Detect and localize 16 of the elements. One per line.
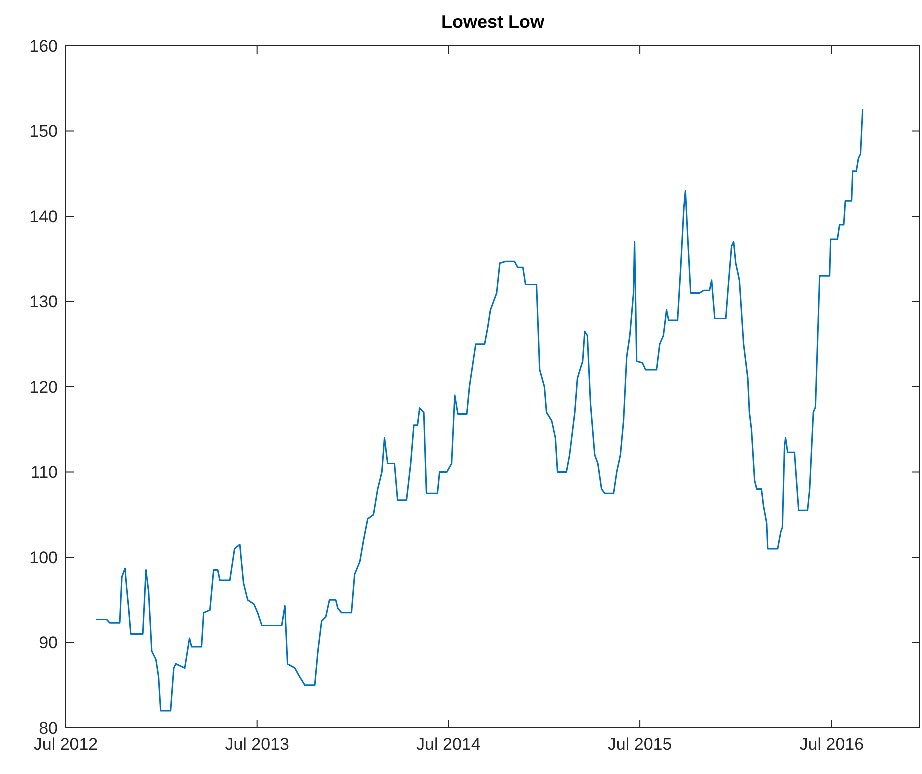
y-tick-label: 140 bbox=[30, 207, 58, 226]
y-tick-label: 150 bbox=[30, 122, 58, 142]
y-tick-label: 90 bbox=[39, 634, 58, 653]
x-tick-label: Jul 2015 bbox=[608, 735, 672, 754]
y-tick-label: 100 bbox=[30, 548, 58, 568]
y-tick-label: 130 bbox=[30, 292, 58, 312]
y-tick-label: 120 bbox=[30, 378, 58, 397]
line-series bbox=[96, 109, 864, 712]
x-tick-label: Jul 2014 bbox=[416, 735, 481, 754]
y-tick-label: 160 bbox=[30, 36, 58, 56]
y-tick-label: 80 bbox=[39, 718, 58, 738]
x-tick-label: Jul 2013 bbox=[225, 735, 290, 754]
x-tick-label: Jul 2012 bbox=[34, 735, 98, 754]
chart-title: Lowest Low bbox=[442, 12, 546, 32]
y-tick-label: 110 bbox=[30, 463, 58, 482]
x-tick-label: Jul 2016 bbox=[800, 735, 864, 754]
